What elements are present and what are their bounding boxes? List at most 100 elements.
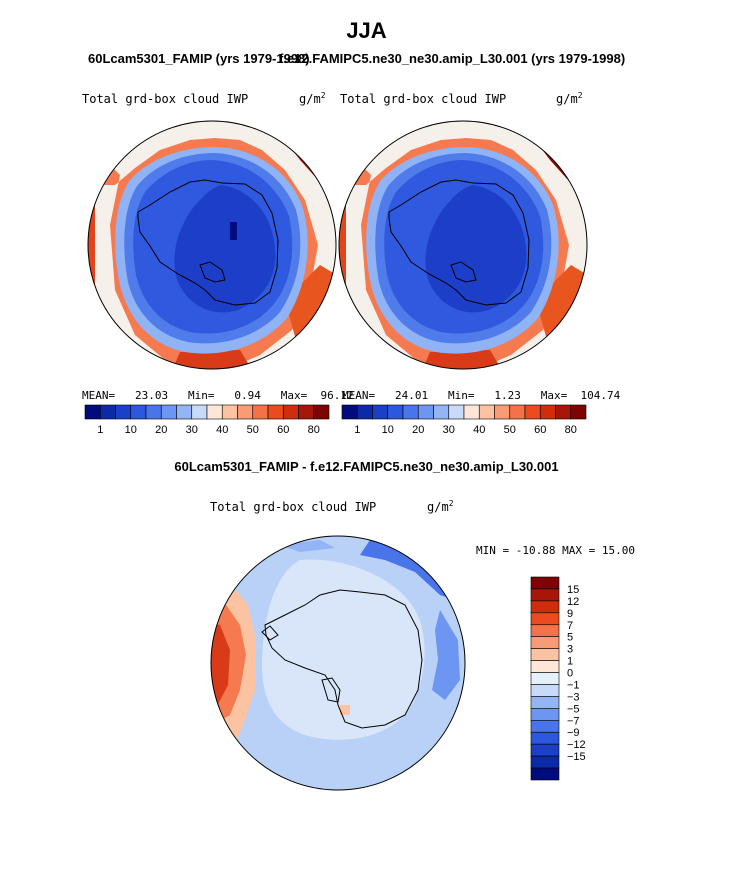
left-colorbar-tick-label: 50 <box>247 424 259 436</box>
left-mean-value: 23.03 <box>135 389 169 402</box>
left-colorbar-cell <box>191 404 208 420</box>
difference-colorbar-tick-label: 15 <box>567 584 579 596</box>
left-colorbar-cell <box>206 404 223 420</box>
difference-colorbar-cell <box>530 708 560 721</box>
left-colorbar-tick-label: 1 <box>97 424 103 436</box>
left-stats: MEAN= 23.03 Min= 0.94 Max= 96.12 <box>82 389 354 402</box>
left-field-label: Total grd-box cloud IWP <box>82 92 249 106</box>
left-case-title: 60Lcam5301_FAMIP (yrs 1979-1998) <box>88 51 310 66</box>
right-colorbar-cell <box>555 404 572 420</box>
right-colorbar-tick-label: 30 <box>443 424 455 436</box>
left-colorbar-cell <box>252 404 269 420</box>
left-colorbar-cell <box>176 404 193 420</box>
right-case-title: f.e12.FAMIPC5.ne30_ne30.amip_L30.001 (yr… <box>279 51 626 66</box>
difference-colorbar-tick-label: −7 <box>567 715 580 727</box>
right-colorbar-cell <box>387 404 404 420</box>
right-colorbar-cell <box>341 404 358 420</box>
left-colorbar-tick-label: 60 <box>277 424 289 436</box>
right-colorbar-tick-label: 20 <box>412 424 424 436</box>
difference-colorbar-cell <box>530 660 560 673</box>
difference-colorbar-tick-label: 9 <box>567 608 573 620</box>
right-max-value: 104.74 <box>580 389 621 402</box>
right-colorbar-cell <box>539 404 556 420</box>
difference-colorbar-cell <box>530 672 560 685</box>
right-colorbar-cell <box>402 404 419 420</box>
diff-field-label: Total grd-box cloud IWP <box>210 500 377 514</box>
left-min-label: Min= <box>188 389 215 402</box>
right-colorbar-cell <box>417 404 434 420</box>
right-field-label: Total grd-box cloud IWP <box>340 92 507 106</box>
right-colorbar-cell <box>570 404 587 420</box>
left-max-label: Max= <box>280 389 308 402</box>
right-mean-label: MEAN= <box>342 389 376 402</box>
left-colorbar-cell <box>99 404 116 420</box>
difference-colorbar-cell <box>530 719 560 733</box>
difference-colorbar-cell <box>530 696 560 709</box>
right-colorbar-tick-label: 50 <box>504 424 516 436</box>
difference-colorbar-tick-label: −1 <box>567 679 580 691</box>
difference-colorbar-tick-label: 5 <box>567 632 573 644</box>
right-colorbar-cell <box>433 404 450 420</box>
left-colorbar-cell <box>313 404 330 420</box>
right-units-label: g/m2 <box>556 91 583 106</box>
left-mean-label: MEAN= <box>82 389 116 402</box>
right-colorbar-tick-label: 80 <box>565 424 577 436</box>
right-colorbar-cell <box>494 404 511 420</box>
left-colorbar-cell <box>282 404 299 420</box>
right-stats: MEAN= 24.01 Min= 1.23 Max= 104.74 <box>342 389 620 402</box>
difference-colorbar-tick-label: −15 <box>567 751 586 763</box>
figure-title: JJA <box>346 18 387 43</box>
left-max-value: 96.12 <box>320 389 354 402</box>
left-colorbar-tick-label: 30 <box>186 424 198 436</box>
right-mean-value: 24.01 <box>395 389 429 402</box>
right-colorbar-tick-label: 1 <box>354 424 360 436</box>
difference-colorbar-cell <box>530 636 560 649</box>
left-colorbar-cell <box>145 404 162 420</box>
right-min-value: 1.23 <box>494 389 521 402</box>
diff-units-label: g/m2 <box>427 499 454 514</box>
difference-colorbar-cell <box>530 588 560 602</box>
left-colorbar-cell <box>298 404 315 420</box>
difference-colorbar-tick-label: 3 <box>567 644 573 656</box>
difference-colorbar-cell <box>530 743 560 757</box>
diff-minmax-label: MIN = -10.88 MAX = 15.00 <box>476 544 635 557</box>
left-colorbar-cell <box>84 404 101 420</box>
left-colorbar: 1 10 20 30 40 50 60 80 <box>84 404 330 436</box>
difference-colorbar-cell <box>530 624 560 638</box>
difference-colorbar-cell <box>530 576 560 590</box>
difference-colorbar-cell <box>530 755 560 769</box>
right-colorbar-tick-label: 40 <box>473 424 485 436</box>
left-min-value: 0.94 <box>234 389 261 402</box>
left-colorbar-tick-label: 80 <box>308 424 320 436</box>
left-polar-map <box>87 120 337 370</box>
difference-colorbar-cell <box>530 600 560 614</box>
difference-colorbar-cell <box>530 684 560 697</box>
difference-colorbar-tick-label: 1 <box>567 656 573 668</box>
right-colorbar-tick-label: 60 <box>534 424 546 436</box>
right-polar-map <box>338 120 588 370</box>
right-colorbar-cell <box>478 404 495 420</box>
difference-colorbar-cell <box>530 767 560 781</box>
right-colorbar-tick-label: 10 <box>382 424 394 436</box>
left-colorbar-cell <box>267 404 284 420</box>
left-colorbar-tick-label: 20 <box>155 424 167 436</box>
difference-colorbar-tick-label: 0 <box>567 668 573 680</box>
right-colorbar-cell <box>463 404 480 420</box>
right-colorbar-cell <box>356 404 373 420</box>
right-max-label: Max= <box>540 389 568 402</box>
difference-colorbar-cell <box>530 731 560 745</box>
left-colorbar-cell <box>160 404 177 420</box>
left-colorbar-cell <box>221 404 238 420</box>
right-colorbar-cell <box>448 404 465 420</box>
right-colorbar-cell <box>524 404 541 420</box>
difference-colorbar-tick-label: −5 <box>567 703 580 715</box>
right-colorbar: 1 10 20 30 40 50 60 80 <box>341 404 587 436</box>
right-colorbar-cell <box>509 404 526 420</box>
difference-colorbar-tick-label: −12 <box>567 739 586 751</box>
difference-colorbar-tick-label: 7 <box>567 620 573 632</box>
difference-title: 60Lcam5301_FAMIP - f.e12.FAMIPC5.ne30_ne… <box>174 459 559 474</box>
right-min-label: Min= <box>448 389 475 402</box>
left-colorbar-cell <box>115 404 132 420</box>
